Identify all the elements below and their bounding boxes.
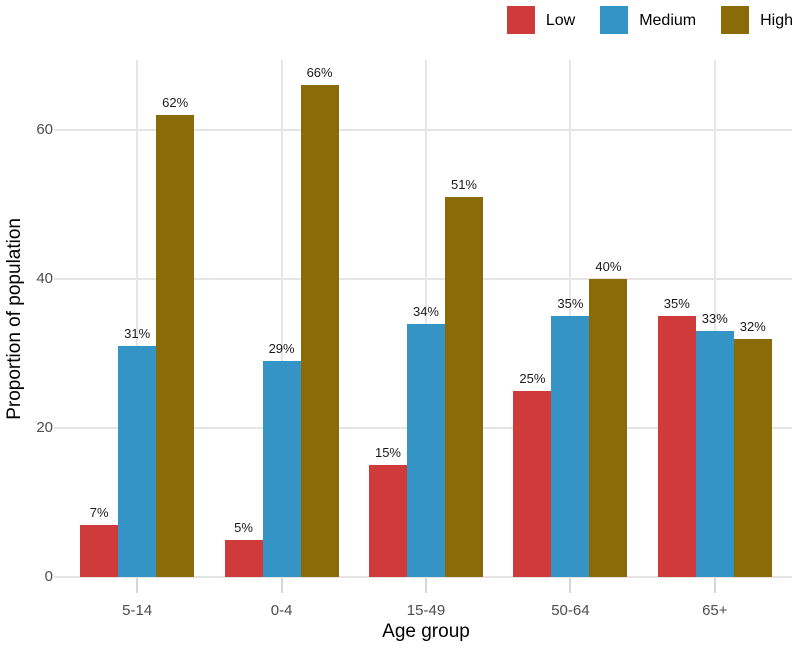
bar-medium-0-4: 29% [262,341,301,577]
bar-value-label: 34% [412,303,439,319]
bar-rect-medium [118,346,157,577]
gridline-x-65+ [713,60,716,577]
bar-low-65+: 35% [657,296,696,577]
bar-high-50-64: 40% [589,259,628,577]
legend-key-medium [600,6,629,34]
x-axis-tick [569,577,572,593]
x-tick-label-65+: 65+ [702,602,728,619]
bar-value-label: 51% [450,177,477,193]
bar-group-65+: 35% 33% 32% [643,60,787,577]
x-tick-label-5-14: 5-14 [122,602,153,619]
x-tick-label-50-64: 50-64 [551,602,590,619]
bar-rect-medium [551,316,590,577]
bar-value-label: 29% [268,340,295,356]
bar-value-label: 7% [89,504,109,520]
bar-rect-medium [695,331,734,577]
y-axis-title-text: Proportion of population [4,217,25,420]
bar-rect-high [589,279,628,577]
x-axis-title: Age group [382,621,470,642]
bar-value-label: 62% [162,95,189,111]
legend-label: High [760,12,793,29]
legend: Low Medium High [482,0,793,40]
y-tick-label: 20 [36,419,53,437]
gridline-y-0 [54,576,792,578]
x-axis-tick [136,577,139,593]
legend-item-high: High [721,6,793,34]
bar-medium-15-49: 34% [406,304,445,577]
bar-rect-medium [406,323,445,577]
gridline-y-40 [54,278,792,281]
bar-rect-low [224,539,263,577]
bar-rect-low [368,465,407,577]
bar-low-15-49: 15% [368,445,407,577]
x-axis-tick [280,577,283,593]
bar-value-label: 31% [124,326,151,342]
x-axis-tick [713,577,716,593]
bar-group-5-14: 7% 31% 62% [65,60,209,577]
bar-value-label: 35% [557,296,584,312]
bar-high-0-4: 66% [300,65,339,577]
bar-group-0-4: 5% 29% 66% [209,60,353,577]
bar-medium-50-64: 35% [551,296,590,577]
legend-label: Low [545,12,576,29]
bar-low-0-4: 5% [224,520,263,577]
bar-group-15-49: 15% 34% 51% [354,60,498,577]
y-tick-label: 0 [44,568,53,585]
plot-area: 0 20 40 60 5-14 7% 31% 62% 0-4 5% 29% 66% 15-49 15% 34… [36,60,792,619]
gridline-y-60 [54,129,792,132]
bar-low-5-14: 7% [80,505,119,577]
bar-rect-medium [262,360,301,577]
bar-high-15-49: 51% [444,177,483,577]
bar-rect-low [80,524,119,577]
bar-medium-65+: 33% [695,311,734,577]
x-tick-label-0-4: 0-4 [270,602,293,619]
legend-key-high [721,6,750,34]
gridline-x-15-49 [425,60,427,577]
bar-rect-low [657,316,696,577]
bar-rect-low [513,390,552,577]
bar-value-label: 15% [374,445,401,461]
bar-rect-high [733,338,772,577]
y-tick-label: 60 [36,121,53,139]
legend-key-low [506,6,535,34]
gridline-x-0-4 [280,60,283,577]
bar-rect-high [156,115,195,577]
bar-value-label: 40% [595,259,622,275]
bar-group-50-64: 25% 35% 40% [498,60,642,577]
bar-value-label: 66% [306,65,333,81]
bar-rect-high [444,197,483,577]
bar-medium-5-14: 31% [118,326,157,577]
bar-value-label: 25% [519,370,546,386]
bar-value-label: 32% [739,318,766,334]
bar-value-label: 5% [234,519,253,535]
legend-item-low: Low [506,6,576,34]
bar-value-label: 35% [663,296,690,312]
bar-high-5-14: 62% [156,95,195,577]
bar-value-label: 33% [701,311,728,327]
x-tick-label-15-49: 15-49 [406,602,446,619]
bar-rect-high [300,85,339,577]
legend-label: Medium [639,12,697,29]
bar-high-65+: 32% [733,319,772,577]
bar-low-50-64: 25% [513,371,552,577]
x-axis-tick [425,577,427,593]
legend-item-medium: Medium [600,6,696,34]
y-axis-title: Proportion of population [4,60,26,577]
y-tick-label: 40 [36,270,53,288]
gridline-x-5-14 [136,60,139,577]
